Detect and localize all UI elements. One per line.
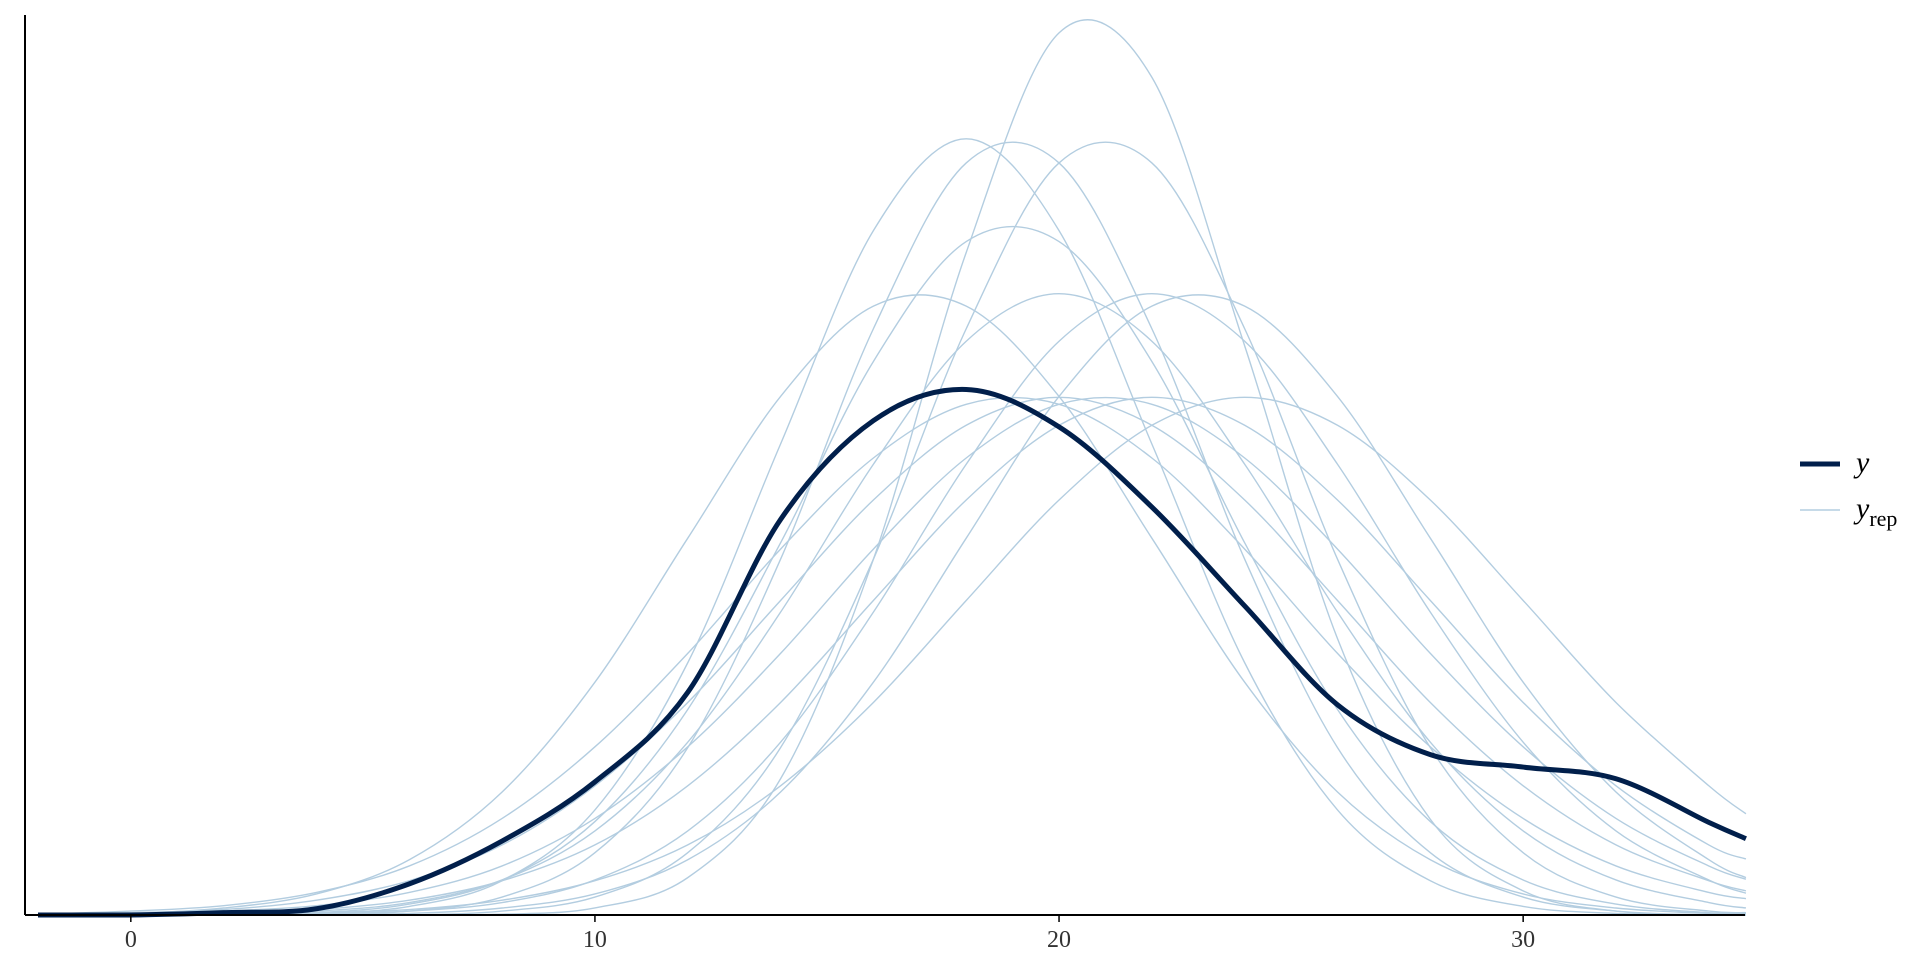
legend-label: y: [1853, 446, 1870, 479]
replicated-density: [37, 396, 1747, 916]
replicated-density: [37, 294, 1746, 915]
legend-subscript: rep: [1869, 506, 1897, 531]
replicated-density: [37, 293, 1747, 916]
x-tick-label: 30: [1511, 927, 1535, 953]
curves: [37, 19, 1747, 918]
legend-label: yrep: [1853, 492, 1897, 531]
replicated-density: [37, 19, 1746, 916]
x-tick-label: 20: [1047, 927, 1071, 953]
observed-density: [37, 386, 1747, 918]
replicated-density: [37, 396, 1747, 916]
replicated-density: [37, 138, 1746, 916]
replicated-density: [37, 396, 1747, 915]
replicated-density: [37, 225, 1746, 916]
x-tick-label: 10: [583, 927, 607, 953]
replicated-density: [37, 141, 1746, 916]
x-tick-label: 0: [125, 927, 137, 953]
replicated-density: [37, 293, 1747, 916]
legend-text: y: [1853, 492, 1870, 525]
legend-text: y: [1853, 446, 1870, 479]
